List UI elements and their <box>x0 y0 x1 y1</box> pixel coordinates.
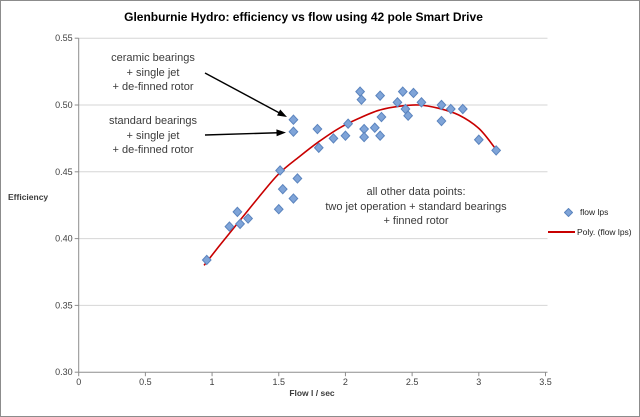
annotation-line: + single jet <box>126 129 180 142</box>
data-point <box>312 123 323 135</box>
data-point <box>288 114 299 126</box>
annotation-line: + de-finned rotor <box>112 81 194 93</box>
data-point <box>313 142 324 154</box>
data-point <box>275 165 286 176</box>
x-tick-label: 2 <box>343 377 348 387</box>
data-point <box>292 173 303 184</box>
data-point <box>491 145 502 156</box>
data-point <box>328 133 339 144</box>
data-point <box>340 130 351 142</box>
annotation-line: all other data points: <box>366 186 466 198</box>
data-point <box>436 99 447 111</box>
data-point <box>445 103 456 115</box>
legend-item-flow-lps: flow lps <box>548 205 632 219</box>
legend-item-poly: Poly. (flow lps) <box>548 225 632 239</box>
data-point <box>457 103 468 115</box>
y-tick-label: 0.40 <box>55 234 73 244</box>
annotation-line: + single jet <box>126 66 180 79</box>
data-point <box>376 111 387 123</box>
data-point <box>375 90 386 101</box>
data-point <box>408 87 419 99</box>
data-point <box>403 110 414 122</box>
x-tick-label: 2.5 <box>406 377 419 387</box>
y-tick-label: 0.30 <box>55 367 73 377</box>
y-axis-title: Efficiency <box>8 192 49 202</box>
y-tick-label: 0.50 <box>55 100 73 110</box>
data-point <box>473 134 484 146</box>
data-point <box>397 86 408 97</box>
data-point <box>201 254 212 266</box>
data-point <box>359 131 370 143</box>
trendline-sample-icon <box>548 231 575 233</box>
annotation-line: two jet operation + standard bearings <box>325 200 507 213</box>
x-tick-label: 3 <box>476 377 481 387</box>
legend: flow lps Poly. (flow lps) <box>548 205 632 239</box>
data-point <box>392 96 403 108</box>
annotation-standard-bearings: standard bearings + single jet + de-finn… <box>63 114 243 158</box>
chart-title: Glenburnie Hydro: efficiency vs flow usi… <box>124 10 483 24</box>
annotation-arrowhead <box>276 129 286 137</box>
data-point <box>375 130 386 142</box>
data-point <box>277 183 288 195</box>
data-point <box>235 218 246 230</box>
data-point <box>232 206 243 218</box>
annotation-line: + finned rotor <box>383 215 449 227</box>
data-point <box>243 213 254 224</box>
data-point <box>355 86 366 97</box>
data-point <box>369 122 380 134</box>
data-point <box>436 115 447 127</box>
annotation-arrow <box>204 132 279 136</box>
data-point <box>273 203 284 215</box>
annotation-line: ceramic bearings <box>111 52 195 64</box>
x-axis-title: Flow l / sec <box>289 388 335 398</box>
annotation-ceramic-bearings: ceramic bearings + single jet + de-finne… <box>63 51 243 95</box>
x-tick-label: 0.5 <box>139 377 152 387</box>
x-tick-label: 1 <box>210 377 215 387</box>
x-tick-label: 3.5 <box>539 377 552 387</box>
data-point <box>416 96 427 108</box>
data-point <box>356 94 367 105</box>
annotation-line: + de-finned rotor <box>112 144 194 156</box>
y-tick-label: 0.45 <box>55 167 73 177</box>
legend-label: flow lps <box>580 207 609 217</box>
x-tick-label: 0 <box>76 377 81 387</box>
annotation-line: standard bearings <box>108 115 198 127</box>
diamond-marker-icon <box>564 207 573 217</box>
x-tick-label: 1.5 <box>272 377 285 387</box>
annotation-arrowhead <box>277 109 287 117</box>
data-point <box>288 126 299 138</box>
y-tick-label: 0.35 <box>55 300 73 310</box>
legend-label: Poly. (flow lps) <box>577 227 632 237</box>
y-tick-label: 0.55 <box>55 33 73 43</box>
data-point <box>224 221 235 232</box>
annotation-all-other-points: all other data points: two jet operation… <box>291 185 541 229</box>
data-point <box>343 118 354 130</box>
annotation-arrow <box>204 72 281 114</box>
data-point <box>288 193 299 204</box>
